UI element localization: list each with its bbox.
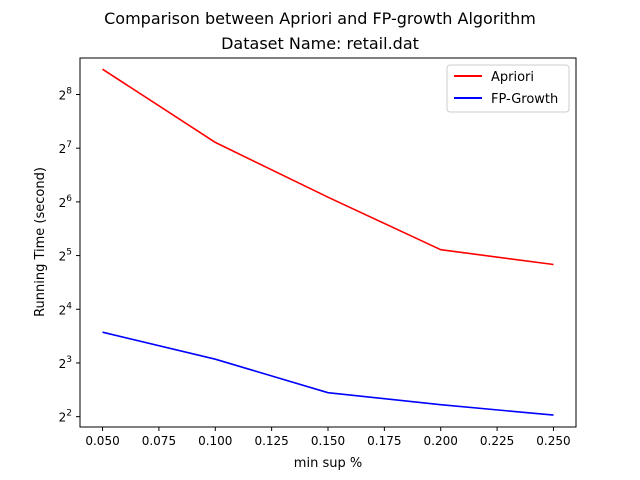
x-tick-label: 0.200	[424, 434, 458, 448]
y-axis-ticks: 22 23 24 25 26 27 28	[59, 86, 80, 425]
y-tick-label: 26	[59, 194, 73, 210]
y-axis-label: Running Time (second)	[33, 167, 48, 317]
legend-label-apriori: Apriori	[491, 70, 534, 85]
x-tick-label: 0.075	[142, 434, 176, 448]
chart-title: Comparison between Apriori and FP-growth…	[104, 9, 536, 28]
y-tick-label: 25	[59, 248, 72, 264]
x-tick-label: 0.250	[536, 434, 570, 448]
legend: Apriori FP-Growth	[446, 64, 570, 113]
y-tick-label: 23	[59, 355, 72, 371]
y-tick-label: 27	[59, 140, 72, 156]
chart-subtitle: Dataset Name: retail.dat	[221, 34, 419, 53]
x-axis-ticks: 0.050 0.075 0.100 0.125 0.150 0.175 0.200 0.225…	[85, 427, 571, 448]
x-tick-label: 0.100	[198, 434, 232, 448]
x-tick-label: 0.225	[480, 434, 514, 448]
legend-label-fp-growth: FP-Growth	[491, 92, 558, 107]
series-line-fp-growth	[102, 331, 554, 416]
x-tick-label: 0.125	[254, 434, 288, 448]
series-lines	[102, 68, 554, 416]
y-tick-label: 22	[59, 409, 72, 425]
y-tick-label: 28	[59, 86, 73, 102]
series-line-apriori	[102, 68, 554, 266]
x-axis-label: min sup %	[294, 456, 362, 471]
y-tick-label: 24	[59, 301, 73, 317]
x-tick-label: 0.050	[85, 434, 119, 448]
x-tick-label: 0.150	[311, 434, 345, 448]
x-tick-label: 0.175	[367, 434, 401, 448]
